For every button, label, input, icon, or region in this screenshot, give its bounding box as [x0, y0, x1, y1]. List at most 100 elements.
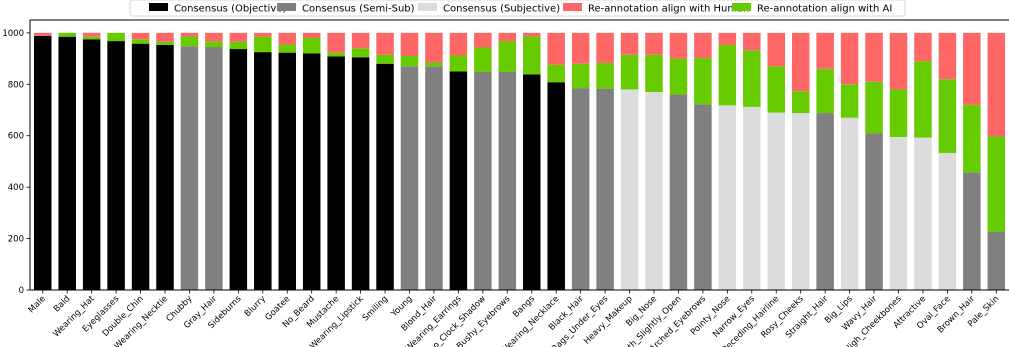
bar-chubby	[180, 32, 199, 290]
bar-segment-human	[498, 32, 517, 42]
y-tick-label: 0	[19, 286, 24, 296]
legend-label: Re-annotation align with Human	[588, 4, 750, 15]
bar-segment-human	[82, 32, 101, 37]
bar-segment-human	[963, 32, 981, 105]
bar-segment-consensus	[205, 47, 223, 290]
bar-attractive	[914, 32, 932, 290]
bar-segment-human	[376, 32, 394, 55]
bar-segment-ai	[743, 50, 761, 107]
bar-segment-human	[34, 32, 52, 36]
bar-segment-ai	[840, 84, 859, 118]
bar-segment-human	[694, 32, 712, 59]
bar-segment-human	[400, 32, 419, 56]
bar-wearing-earrings	[449, 32, 468, 290]
bar-segment-human	[302, 32, 321, 38]
bar-segment-consensus	[229, 49, 248, 290]
bar-bald	[58, 32, 76, 290]
bar-segment-human	[449, 32, 468, 56]
bar-segment-consensus	[302, 53, 321, 290]
bar-segment-consensus	[865, 133, 883, 290]
bar-mustache	[327, 32, 345, 291]
bar-segment-consensus	[376, 63, 394, 290]
bar-heavy-makeup	[620, 32, 639, 290]
bar-brown-hair	[963, 32, 981, 290]
legend-label: Re-annotation align with AI	[757, 4, 892, 15]
bar-segment-ai	[767, 66, 785, 113]
bar-segment-consensus	[889, 137, 908, 290]
bar-segment-ai	[302, 38, 321, 54]
legend-label: Consensus (Objective)	[174, 4, 286, 15]
bar-smiling	[376, 32, 394, 290]
y-tick-label: 600	[8, 132, 24, 142]
x-tick-label: Male	[27, 294, 48, 315]
bar-segment-ai	[327, 52, 345, 57]
bar-segment-human	[156, 32, 174, 42]
bar-segment-human	[816, 32, 834, 69]
bar-segment-ai	[889, 89, 908, 137]
bar-segment-consensus	[718, 105, 737, 290]
bar-wearing-hat	[82, 32, 101, 291]
bar-segment-consensus	[743, 106, 761, 291]
legend-item: Consensus (Objective)	[149, 3, 286, 15]
bar-segment-consensus	[840, 117, 859, 290]
bar-segment-consensus	[327, 56, 345, 291]
bar-big-lips	[840, 32, 859, 290]
bar-segment-human	[767, 32, 785, 67]
bar-segment-consensus	[156, 44, 174, 290]
bar-segment-human	[645, 32, 663, 55]
bar-segment-ai	[963, 104, 981, 173]
bar-segment-consensus	[620, 89, 639, 290]
bar-segment-human	[254, 32, 272, 37]
bar-segment-consensus	[987, 231, 1006, 290]
legend-swatch	[418, 3, 437, 11]
bar-mouth-slightly-open	[669, 32, 688, 290]
bar-segment-ai	[914, 61, 932, 138]
bar-segment-ai	[351, 48, 370, 58]
bar-segment-consensus	[351, 57, 370, 291]
bar-segment-human	[865, 32, 883, 82]
bar-high-cheekbones	[889, 32, 908, 290]
bar-segment-human	[229, 32, 248, 42]
bar-segment-ai	[669, 58, 688, 95]
bars-layer	[34, 32, 1006, 291]
legend-label: Consensus (Semi-Sub)	[302, 4, 415, 15]
y-tick-label: 200	[8, 235, 24, 245]
bar-rosy-cheeks	[791, 32, 810, 290]
bar-no-beard	[302, 32, 321, 290]
bar-segment-human	[571, 32, 590, 64]
bar-segment-consensus	[571, 88, 590, 291]
bar-segment-ai	[547, 64, 565, 83]
bar-segment-human	[743, 32, 761, 51]
legend: Consensus (Objective) Consensus (Semi-Sub…	[129, 0, 906, 17]
bar-segment-human	[914, 32, 932, 62]
bar-gray-hair	[205, 32, 223, 290]
bar-segment-ai	[816, 68, 834, 114]
bar-arched-eyebrows	[694, 32, 712, 290]
bar-wearing-necklace	[547, 32, 565, 290]
bar-young	[400, 32, 419, 291]
bar-segment-ai	[131, 39, 150, 44]
bar-big-nose	[645, 32, 663, 290]
bar-segment-ai	[58, 32, 76, 37]
bar-segment-consensus	[645, 92, 663, 290]
bar-segment-human	[840, 32, 859, 85]
y-tick-label: 1000	[2, 29, 24, 39]
bar-segment-consensus	[34, 35, 52, 290]
legend-item: Consensus (Subjective)	[418, 3, 560, 15]
bar-segment-ai	[156, 41, 174, 45]
legend-item: Re-annotation align with Human	[563, 3, 750, 15]
bar-segment-human	[791, 32, 810, 92]
bar-segment-ai	[376, 54, 394, 64]
bar-segment-human	[351, 32, 370, 49]
bar-segment-human	[718, 32, 737, 45]
bar-segment-human	[596, 32, 614, 63]
bar-oval-face	[938, 32, 957, 290]
bar-segment-human	[131, 32, 150, 40]
bar-segment-consensus	[523, 74, 541, 290]
bar-receding-hairline	[767, 32, 785, 290]
bar-segment-ai	[791, 91, 810, 114]
bar-segment-human	[425, 32, 443, 63]
legend-swatch	[277, 3, 296, 11]
